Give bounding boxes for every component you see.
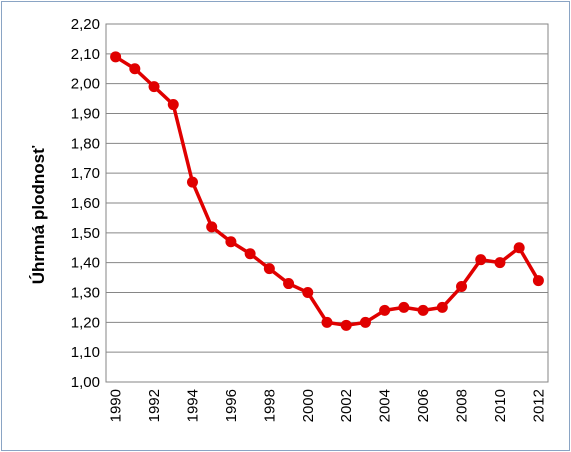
data-point xyxy=(436,301,448,313)
y-tick-label: 2,00 xyxy=(71,76,100,93)
y-tick-label: 1,70 xyxy=(71,165,100,182)
x-tick-label: 2002 xyxy=(338,389,355,422)
x-tick-label: 2008 xyxy=(454,389,471,422)
x-tick-label: 2004 xyxy=(377,389,394,422)
series-lines xyxy=(114,55,540,328)
data-point xyxy=(167,99,179,111)
series-line xyxy=(114,55,540,328)
y-tick-label: 1,80 xyxy=(71,135,100,152)
data-point xyxy=(532,275,544,287)
data-point xyxy=(263,263,275,275)
series-points xyxy=(110,51,544,331)
x-tick-label: 2006 xyxy=(415,389,432,422)
data-point xyxy=(398,301,410,313)
data-point xyxy=(283,278,295,290)
y-tick-label: 2,20 xyxy=(71,16,100,33)
y-tick-label: 1,30 xyxy=(71,285,100,302)
data-point xyxy=(244,248,256,260)
data-point xyxy=(494,257,506,269)
data-point xyxy=(186,176,198,188)
data-point xyxy=(475,254,487,266)
x-tick-label: 1994 xyxy=(184,389,201,422)
y-tick-label: 1,50 xyxy=(71,225,100,242)
x-tick-label: 2000 xyxy=(300,389,317,422)
data-point xyxy=(225,236,237,248)
data-point xyxy=(359,316,371,328)
x-tick-label: 1996 xyxy=(223,389,240,422)
y-tick-label: 1,10 xyxy=(71,344,100,361)
x-tick-label: 1992 xyxy=(146,389,163,422)
x-tick-label: 2012 xyxy=(530,389,547,422)
data-point xyxy=(129,63,141,75)
plot-area xyxy=(105,23,549,383)
data-point xyxy=(340,319,352,331)
data-point xyxy=(148,81,160,93)
y-tick-label: 1,00 xyxy=(71,374,100,391)
data-point xyxy=(321,316,333,328)
y-axis-label: Úhrnná plodnosť xyxy=(29,145,48,284)
gridlines xyxy=(106,23,548,383)
data-point xyxy=(206,221,218,233)
data-point xyxy=(110,51,122,63)
y-tick-label: 1,40 xyxy=(71,255,100,272)
y-tick-label: 2,10 xyxy=(71,46,100,63)
x-tick-label: 1990 xyxy=(108,389,125,422)
data-point xyxy=(456,281,468,293)
data-point xyxy=(302,287,314,298)
x-tick-label: 2010 xyxy=(492,389,509,422)
data-point xyxy=(379,304,391,316)
x-tick-label: 1998 xyxy=(261,389,278,422)
y-tick-label: 1,20 xyxy=(71,314,100,331)
data-point xyxy=(513,242,525,254)
y-tick-labels: 1,00 1,10 1,20 1,30 1,40 1,50 1,60 1,70 1,80 1,90… xyxy=(71,16,100,391)
data-point xyxy=(417,304,429,316)
x-tick-labels: 1990 1992 1994 1996 1998 2000 2002 2004 2006 2008… xyxy=(108,389,548,422)
y-tick-label: 1,90 xyxy=(71,106,100,123)
y-tick-label: 1,60 xyxy=(71,195,100,212)
